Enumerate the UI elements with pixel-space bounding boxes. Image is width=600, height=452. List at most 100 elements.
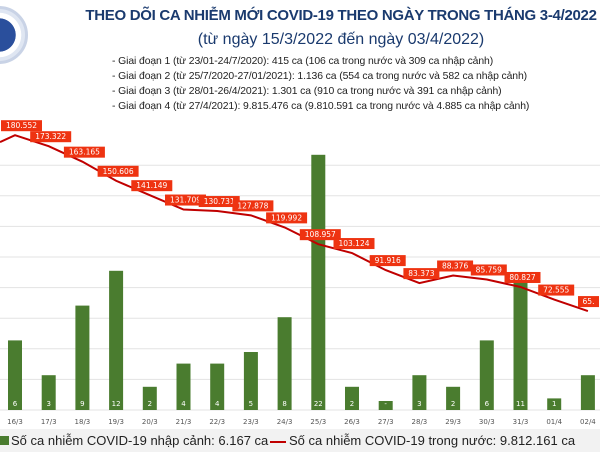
line-label-bg (504, 271, 541, 283)
bar-label: 4 (181, 400, 186, 408)
bar-label: 1 (552, 400, 556, 408)
x-tick-label: 24/3 (277, 418, 293, 426)
bar-label: 6 (485, 400, 490, 408)
x-tick-label: 02/4 (580, 418, 596, 426)
bar (311, 154, 326, 410)
legend-line-label: Số ca nhiễm COVID-19 trong nước: 9.812.1… (289, 433, 576, 448)
x-tick-label: 25/3 (310, 418, 326, 426)
line-label-bg (299, 229, 341, 241)
line-label: 150.606 (103, 167, 134, 176)
line-label: 65. (583, 297, 595, 306)
bar-label: 4 (215, 400, 220, 408)
line-label-bg (198, 196, 240, 208)
legend-line-item: Số ca nhiễm COVID-19 trong nước: 9.812.1… (270, 433, 598, 448)
bar (479, 340, 494, 410)
line-label: 180.552 (6, 121, 37, 130)
bar-label: 3 (417, 400, 421, 408)
x-tick-label: 29/3 (445, 418, 461, 426)
note-4: - Giai đoạn 4 (từ 27/4/2021): 9.815.476 … (112, 101, 530, 112)
line-label-bg (369, 255, 406, 267)
x-tick-label: 01/4 (546, 418, 562, 426)
bar (378, 401, 393, 410)
chart-plot: 616/3317/3918/31219/3220/3421/3422/3523/… (0, 120, 600, 426)
line-label: 85.759 (476, 265, 502, 274)
x-tick-label: 27/3 (378, 418, 394, 426)
bar-label: 11 (516, 400, 525, 408)
note-3: - Giai đoạn 3 (từ 28/01-26/4/2021): 1.30… (112, 86, 502, 97)
x-tick-label: 21/3 (176, 418, 192, 426)
bar (547, 398, 562, 410)
bar (580, 375, 595, 410)
line-label: 130.731 (204, 197, 235, 206)
chart-title: THEO DÕI CA NHIỄM MỚI COVID-19 THEO NGÀY… (85, 7, 597, 24)
phase-notes: - Giai đoạn 1 (từ 23/01-24/7/2020): 415 … (112, 54, 598, 114)
bar (513, 282, 528, 410)
line-label-bg (232, 200, 274, 212)
line-label-bg (97, 165, 139, 177)
line-label: 173.322 (35, 132, 66, 141)
line-label: 88.376 (442, 261, 468, 270)
line-label: 131.709 (170, 196, 201, 205)
line-label-bg (578, 296, 599, 308)
bar-label: 6 (13, 400, 18, 408)
bar (109, 270, 124, 410)
x-tick-label: 28/3 (412, 418, 428, 426)
bar (176, 363, 191, 410)
line-label-bg (437, 260, 474, 272)
bar (277, 317, 292, 410)
bar-label: 9 (80, 400, 84, 408)
x-tick-label: 17/3 (41, 418, 57, 426)
line-label: 108.957 (305, 230, 336, 239)
line-label: 72.555 (543, 286, 569, 295)
line-label: 141.149 (136, 181, 167, 190)
line-label: 127.878 (237, 201, 268, 210)
line-label: 83.373 (408, 269, 434, 278)
line-label-bg (63, 146, 105, 158)
line-label-bg (165, 194, 206, 206)
bar (210, 363, 225, 410)
line-label-bg (470, 264, 507, 276)
bar-label: 2 (148, 400, 152, 408)
x-tick-label: 22/3 (209, 418, 225, 426)
x-tick-label: 30/3 (479, 418, 495, 426)
bar-label: 2 (451, 400, 455, 408)
line-label: 103.124 (338, 239, 369, 248)
bar-label: 22 (314, 400, 323, 408)
line-label: 91.916 (375, 256, 401, 265)
chart-subtitle: (từ ngày 15/3/2022 đến ngày 03/4/2022) (197, 31, 485, 48)
x-tick-label: 23/3 (243, 418, 259, 426)
bar (412, 375, 427, 410)
bar-label: 2 (350, 400, 354, 408)
line-label-bg (266, 212, 308, 224)
line-label: 163.165 (69, 148, 100, 157)
bar-label: 8 (282, 400, 286, 408)
legend-bar-item: Số ca nhiễm COVID-19 nhập cảnh: 6.167 ca (0, 433, 268, 448)
line-label-bg (333, 238, 375, 250)
legend-bar-label: Số ca nhiễm COVID-19 nhập cảnh: 6.167 ca (11, 433, 269, 448)
bar (142, 386, 157, 410)
bar-label: 3 (46, 400, 50, 408)
bar-label: 5 (249, 400, 253, 408)
x-tick-label: 19/3 (108, 418, 124, 426)
note-1: - Giai đoạn 1 (từ 23/01-24/7/2020): 415 … (112, 56, 494, 67)
line-series (0, 134, 589, 313)
bar (8, 340, 22, 410)
legend: Số ca nhiễm COVID-19 nhập cảnh: 6.167 ca… (0, 429, 600, 452)
note-2: - Giai đoạn 2 (từ 25/7/2020-27/01/2021):… (112, 71, 528, 82)
bar (446, 386, 461, 410)
x-tick-label: 16/3 (7, 418, 23, 426)
x-tick-label: 18/3 (75, 418, 91, 426)
bar (41, 375, 56, 410)
bar (345, 386, 359, 410)
line-label-bg (30, 131, 72, 143)
line-label-bg (403, 268, 440, 280)
bar-label: - (384, 400, 387, 408)
bar (243, 352, 258, 410)
bar-label: 12 (112, 400, 121, 408)
x-tick-label: 31/3 (513, 418, 529, 426)
line-label: 119.992 (271, 213, 302, 222)
x-tick-label: 20/3 (142, 418, 158, 426)
legend-line-swatch (270, 440, 286, 443)
bar (75, 305, 90, 410)
x-tick-label: 26/3 (344, 418, 360, 426)
